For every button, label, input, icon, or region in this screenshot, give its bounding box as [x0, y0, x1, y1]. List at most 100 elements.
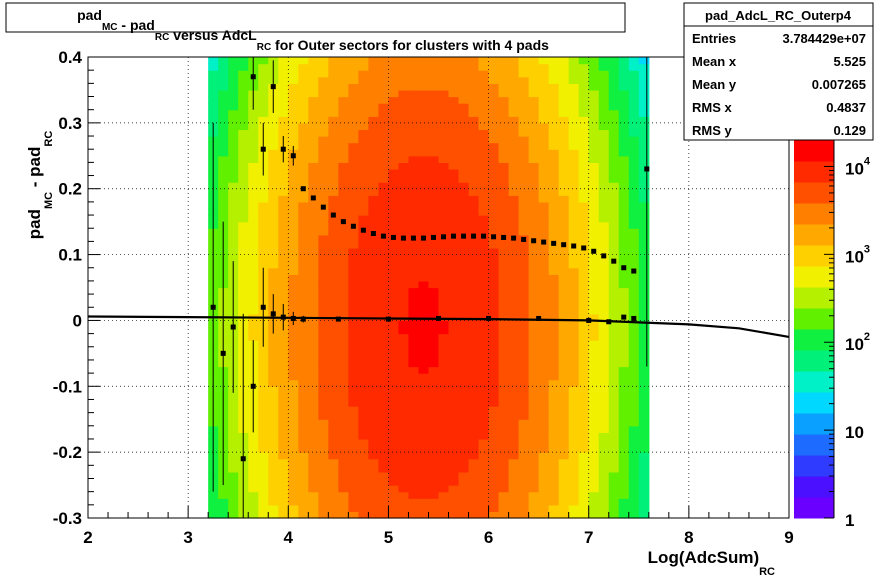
- heatmap-cell: [318, 261, 329, 269]
- heatmap-cell: [598, 274, 610, 282]
- y-tick-label: 0.4: [58, 48, 82, 67]
- heatmap-cell: [398, 353, 410, 361]
- heatmap-cell: [338, 511, 349, 519]
- heatmap-cell: [408, 465, 420, 473]
- heatmap-cell: [558, 504, 570, 513]
- heatmap-cell: [368, 83, 380, 91]
- heatmap-cell: [548, 155, 560, 163]
- heatmap-cell: [348, 504, 359, 513]
- heatmap-cell: [548, 386, 560, 394]
- heatmap-cell: [498, 57, 510, 65]
- heatmap-cell: [318, 386, 329, 394]
- color-scale-label-base: 1: [845, 511, 854, 530]
- heatmap-cell: [518, 313, 530, 322]
- heatmap-cell: [338, 109, 349, 117]
- title-frame: [5, 2, 626, 33]
- heatmap-cell: [478, 155, 490, 163]
- heatmap-cell: [398, 452, 410, 460]
- heatmap-cell: [398, 201, 410, 210]
- y-axis-label-subscript-2: RC: [43, 131, 55, 147]
- data-point: [631, 268, 637, 274]
- heatmap-cell: [298, 96, 309, 104]
- heatmap-cell: [358, 129, 369, 137]
- heatmap-cell: [578, 175, 590, 183]
- heatmap-cell: [438, 142, 450, 150]
- heatmap-cell: [568, 320, 580, 328]
- heatmap-cell: [308, 498, 319, 506]
- heatmap-cell: [278, 340, 289, 348]
- heatmap-cell: [618, 70, 630, 78]
- heatmap-cell: [328, 234, 339, 242]
- heatmap-cell: [248, 149, 259, 157]
- heatmap-cell: [508, 103, 520, 111]
- heatmap-cell: [398, 188, 410, 196]
- heatmap-cell: [248, 445, 259, 453]
- heatmap-cell: [368, 89, 380, 98]
- heatmap-cell: [518, 300, 530, 308]
- heatmap-cell: [628, 215, 640, 223]
- heatmap-cell: [518, 142, 530, 150]
- heatmap-cell: [608, 379, 620, 387]
- heatmap-cell: [338, 57, 349, 65]
- heatmap-cell: [468, 425, 480, 433]
- heatmap-cell: [318, 129, 329, 137]
- heatmap-cell: [448, 175, 460, 183]
- heatmap-cell: [428, 195, 440, 203]
- heatmap-cell: [358, 168, 369, 177]
- heatmap-cell: [298, 498, 309, 506]
- heatmap-cell: [358, 465, 369, 473]
- heatmap-cell: [468, 373, 480, 381]
- heatmap-cell: [488, 392, 500, 401]
- heatmap-cell: [358, 340, 369, 348]
- heatmap-cell: [438, 83, 450, 91]
- heatmap-cell: [498, 116, 510, 124]
- heatmap-cell: [338, 168, 349, 177]
- heatmap-cell: [358, 511, 369, 519]
- heatmap-cell: [258, 221, 269, 229]
- heatmap-cell: [268, 491, 279, 499]
- heatmap-cell: [598, 63, 610, 71]
- heatmap-cell: [568, 89, 580, 98]
- color-scale-label-base: 10: [845, 247, 864, 266]
- heatmap-cell: [528, 294, 540, 302]
- heatmap-cell: [638, 76, 650, 84]
- heatmap-cell: [488, 70, 500, 78]
- heatmap-cell: [568, 261, 580, 269]
- heatmap-cell: [308, 485, 319, 493]
- heatmap-cell: [238, 168, 249, 177]
- x-tick-label: 8: [684, 528, 693, 547]
- heatmap-cell: [428, 452, 440, 460]
- heatmap-cell: [488, 498, 500, 506]
- heatmap-cell: [548, 182, 560, 190]
- heatmap-cell: [538, 83, 550, 91]
- heatmap-cell: [228, 412, 239, 420]
- heatmap-cell: [408, 379, 420, 387]
- heatmap-cell: [328, 386, 339, 394]
- heatmap-cell: [638, 412, 650, 420]
- heatmap-cell: [628, 485, 640, 493]
- heatmap-cell: [348, 241, 359, 249]
- heatmap-cell: [458, 445, 470, 453]
- heatmap-cell: [588, 478, 600, 486]
- heatmap-cell: [238, 307, 249, 315]
- heatmap-cell: [578, 419, 590, 427]
- heatmap-cell: [218, 89, 229, 98]
- heatmap-cell: [498, 386, 510, 394]
- data-point: [601, 253, 607, 259]
- heatmap-cell: [618, 340, 630, 348]
- heatmap-cell: [618, 215, 630, 223]
- heatmap-cell: [498, 201, 510, 210]
- heatmap-cell: [448, 63, 460, 71]
- heatmap-cell: [588, 208, 600, 216]
- heatmap-cell: [608, 320, 620, 328]
- heatmap-cell: [378, 406, 390, 414]
- heatmap-cell: [498, 188, 510, 196]
- heatmap-cell: [218, 208, 229, 216]
- heatmap-cell: [548, 188, 560, 196]
- heatmap-cell: [388, 195, 400, 203]
- heatmap-cell: [558, 122, 570, 131]
- heatmap-cell: [548, 63, 560, 71]
- heatmap-cell: [338, 221, 349, 229]
- heatmap-cell: [338, 379, 349, 387]
